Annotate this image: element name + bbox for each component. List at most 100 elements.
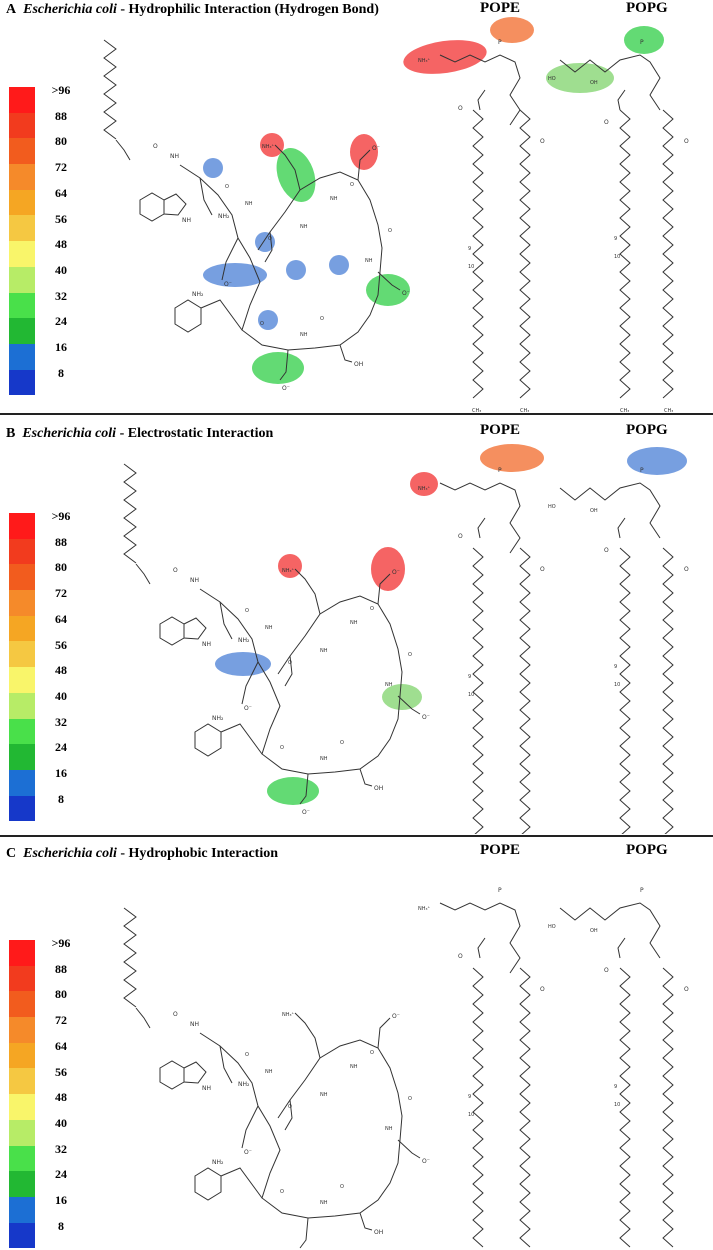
atom-label: CH₃ xyxy=(520,408,529,412)
color-scale: >96 88 80 72 64 56 48 40 32 24 16 8 xyxy=(9,509,70,822)
scale-cell xyxy=(9,564,35,591)
scale-cell xyxy=(9,667,35,693)
interaction-highlight xyxy=(490,17,534,43)
molecule-diagram: O NH NH NH₂ NH₃⁺ O⁻ O⁻ O⁻ O⁻ OH NH₂ O NH O NH O NH O NH O NH… xyxy=(123,444,689,834)
benzene-ring xyxy=(174,299,202,333)
scale-cell xyxy=(9,692,35,719)
fatty-acid-tail xyxy=(123,907,137,1008)
atom-label: O xyxy=(245,608,249,614)
interaction-highlight xyxy=(371,547,405,591)
atom-label: O xyxy=(173,1011,178,1018)
atom-label: O xyxy=(604,119,609,126)
bond xyxy=(617,517,626,539)
atom-label: O⁻ xyxy=(422,714,430,721)
atom-label: P xyxy=(498,39,502,46)
lysine-side-chain xyxy=(294,568,321,615)
ser-side-chain xyxy=(359,768,373,787)
interaction-type: - Electrostatic Interaction xyxy=(119,426,274,441)
atom-label: O xyxy=(280,745,284,751)
atom-label: OH xyxy=(374,785,383,792)
atom-label: 10 xyxy=(468,1112,474,1118)
atom-label: HO xyxy=(548,924,556,930)
panel-c: C Escherichia coli - Hydrophobic Interac… xyxy=(0,838,713,1250)
scale-cell xyxy=(9,1042,35,1069)
scale-cell xyxy=(9,965,35,992)
interaction-highlight xyxy=(258,310,278,330)
indole-ring xyxy=(159,616,185,646)
atom-label: O⁻ xyxy=(302,809,310,816)
atom-label: O xyxy=(684,566,689,573)
atom-label: NH xyxy=(300,332,308,338)
atom-label: O xyxy=(458,105,463,112)
scale-label: 64 xyxy=(55,185,67,200)
atom-label: O xyxy=(280,1189,284,1195)
panel-title: C Escherichia coli - Hydrophobic Interac… xyxy=(6,846,278,862)
interaction-highlight xyxy=(260,133,284,157)
fatty-acid-tail xyxy=(103,39,117,140)
atom-label: O xyxy=(268,236,272,242)
interaction-highlight xyxy=(350,134,378,170)
lipid-label-popg: POPG xyxy=(626,422,668,438)
atom-label: O xyxy=(540,138,545,145)
atom-label: 10 xyxy=(468,692,474,698)
scale-label: 88 xyxy=(55,961,67,976)
atom-label: NH xyxy=(320,1092,328,1098)
atom-label: O xyxy=(458,953,463,960)
lysine-side-chain xyxy=(274,144,301,191)
asp-side-chain xyxy=(241,1105,259,1149)
divider xyxy=(0,835,713,837)
atom-label: NH xyxy=(300,224,308,230)
pope-tail-sn2 xyxy=(519,967,531,1248)
atom-label: P xyxy=(498,887,502,894)
atom-label: O xyxy=(684,138,689,145)
interaction-highlight xyxy=(286,260,306,280)
peptide-backbone xyxy=(179,164,383,351)
atom-label: NH₂ xyxy=(218,213,230,220)
ser-side-chain xyxy=(339,344,353,363)
atom-label: O xyxy=(684,986,689,993)
atom-label: O xyxy=(288,660,292,666)
panel-a: A Escherichia coli - Hydrophilic Interac… xyxy=(0,0,713,412)
scale-label: 88 xyxy=(55,108,67,123)
methyl xyxy=(284,1099,293,1131)
scale-cell xyxy=(9,1222,35,1249)
popg-headgroup xyxy=(559,902,661,959)
scale-cell xyxy=(9,718,35,745)
bond xyxy=(220,1167,263,1199)
color-scale: >96 88 80 72 64 56 48 40 32 24 16 8 xyxy=(9,83,70,396)
popg-headgroup xyxy=(559,54,661,111)
scale-cell xyxy=(9,1017,35,1043)
color-scale: >96 88 80 72 64 56 48 40 32 24 16 8 xyxy=(9,936,70,1249)
panel-letter: A xyxy=(6,2,17,17)
atom-label: OH xyxy=(354,361,363,368)
atom-label: O⁻ xyxy=(402,290,410,297)
scale-label: 32 xyxy=(55,288,67,303)
methyl xyxy=(284,655,293,687)
atom-label: O xyxy=(225,184,229,190)
asp-side-chain xyxy=(241,661,259,705)
scale-cell xyxy=(9,1094,35,1120)
atom-label: NH xyxy=(330,196,338,202)
scale-cell xyxy=(9,538,35,565)
atom-label: O xyxy=(408,652,412,658)
panel-letter: B xyxy=(6,426,16,441)
atom-label: HO xyxy=(548,76,556,82)
organism-name: Escherichia coli xyxy=(22,426,117,441)
peptide-backbone xyxy=(199,588,403,775)
bond xyxy=(617,937,626,959)
interaction-highlight xyxy=(546,63,614,93)
atom-label: NH xyxy=(320,756,328,762)
pyrrole-ring xyxy=(183,617,207,640)
atom-label: NH xyxy=(202,1085,211,1092)
scale-cell xyxy=(9,590,35,616)
bond xyxy=(115,139,131,161)
panel-title: A Escherichia coli - Hydrophilic Interac… xyxy=(6,2,379,18)
scale-label: 8 xyxy=(58,791,64,806)
atom-label: O xyxy=(388,228,392,234)
pyrrole-ring xyxy=(183,1061,207,1084)
asp-side-chain xyxy=(221,237,239,281)
asp-side-chain xyxy=(377,573,391,605)
panel-b: B Escherichia coli - Electrostatic Inter… xyxy=(0,416,713,834)
atom-label: P xyxy=(640,887,644,894)
atom-label: OH xyxy=(590,508,598,514)
